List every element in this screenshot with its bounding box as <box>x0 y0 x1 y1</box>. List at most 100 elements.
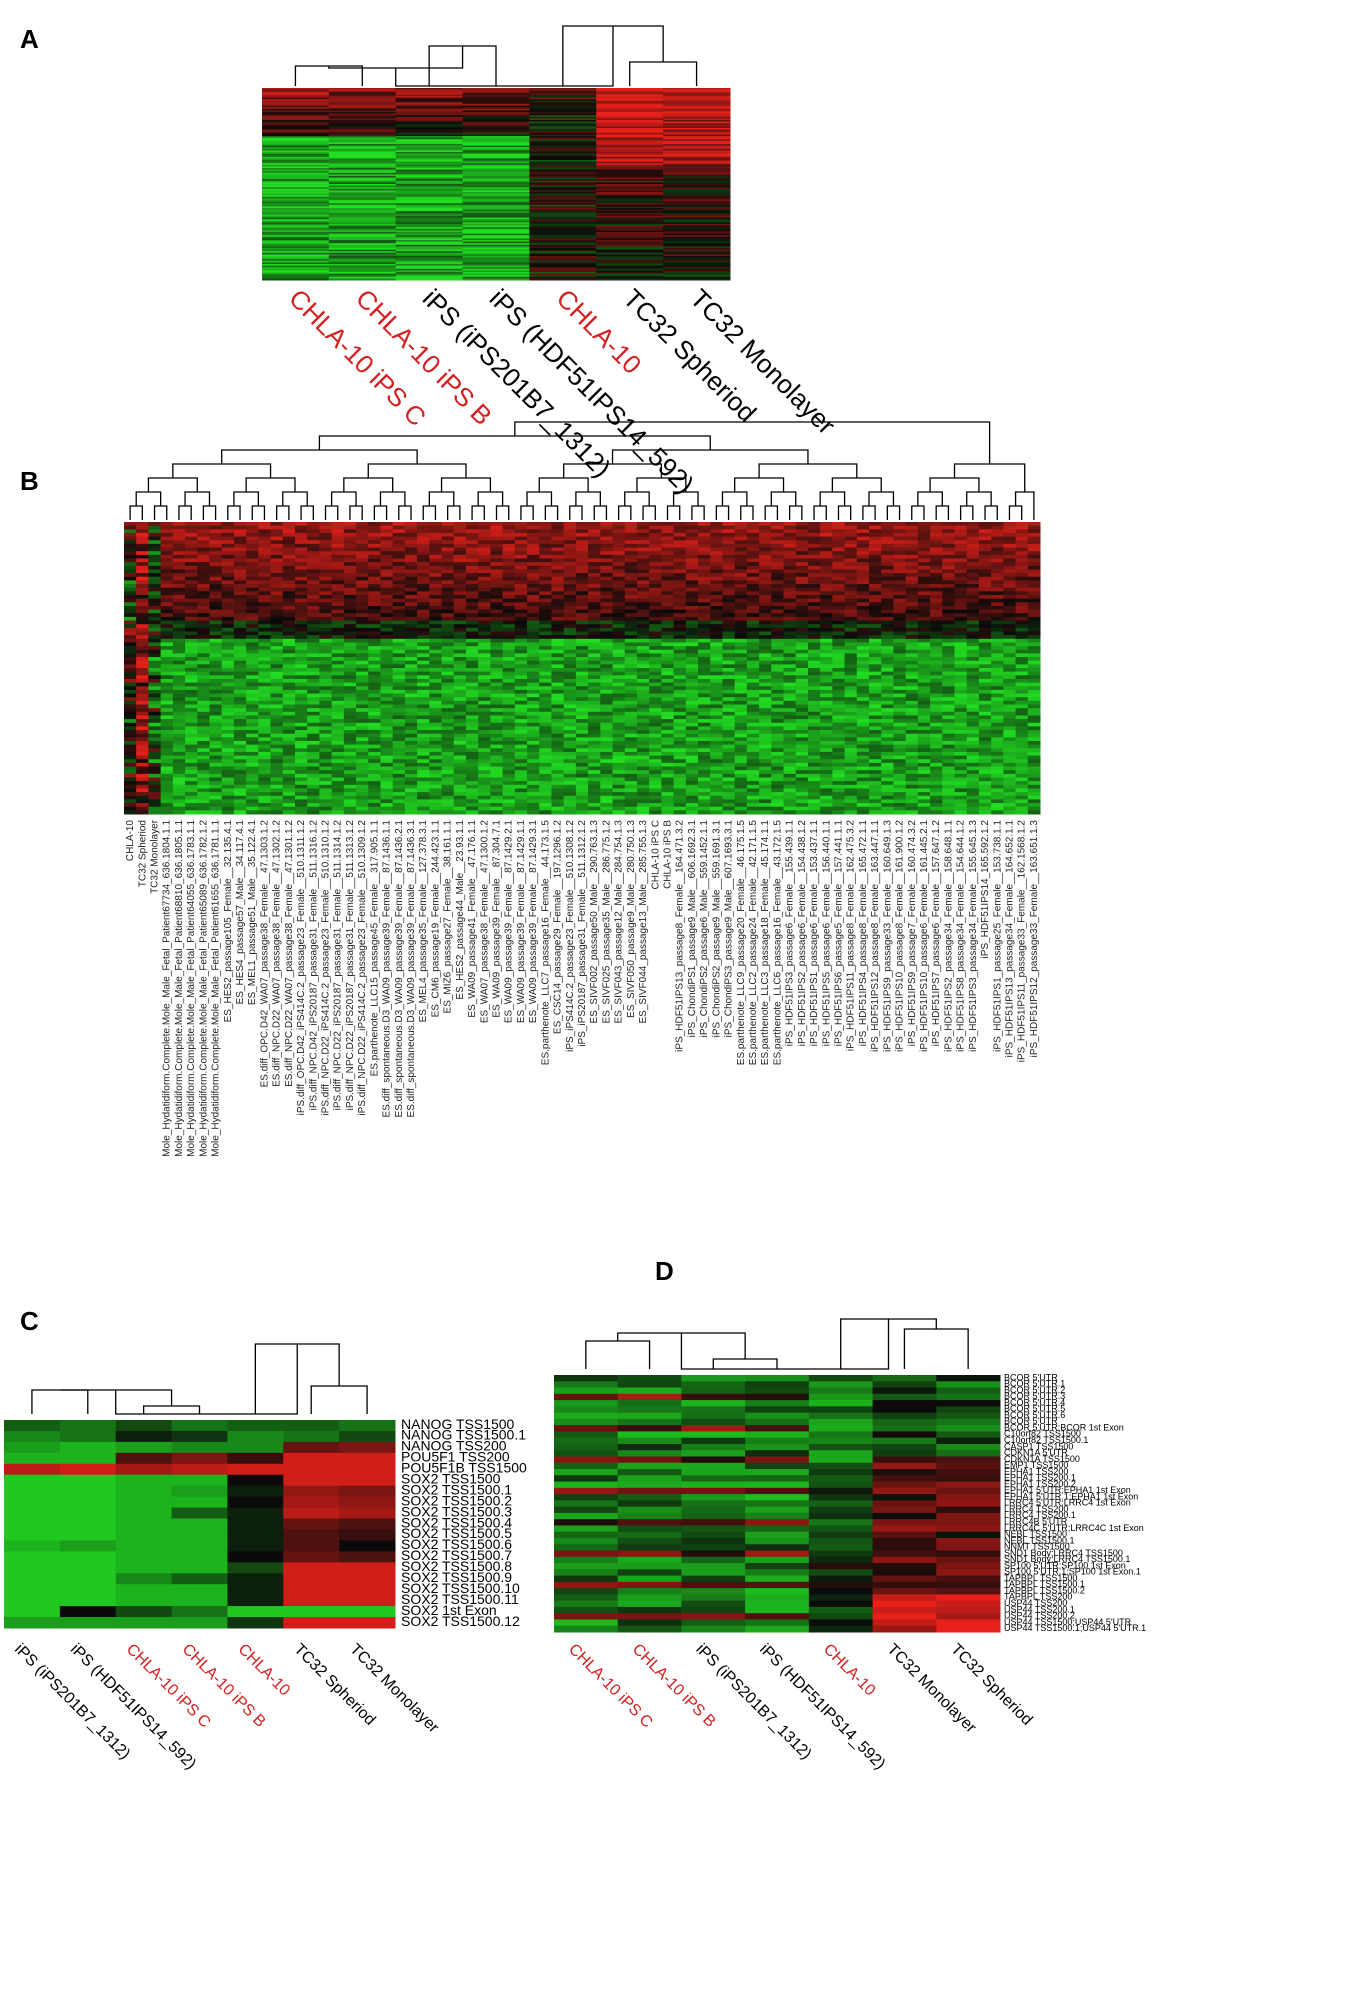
panel-a-cell <box>262 164 330 167</box>
panel-b-cell <box>319 671 333 676</box>
panel-b-cell <box>209 642 223 647</box>
panel-b-cell <box>404 635 418 640</box>
panel-b-cell <box>294 719 308 724</box>
panel-b-cell <box>185 810 198 815</box>
panel-a-cell <box>596 176 664 179</box>
panel-b-cell <box>722 726 736 731</box>
panel-b-cell <box>368 737 381 742</box>
panel-b-cell <box>368 806 381 811</box>
panel-a-cell <box>462 216 530 219</box>
panel-a-cell <box>596 132 664 135</box>
panel-b-cell <box>514 730 528 735</box>
panel-a-cell <box>663 142 731 145</box>
panel-b-cell <box>722 730 736 735</box>
panel-b-cell <box>746 598 760 603</box>
panel-b-cell <box>160 781 174 786</box>
panel-b-cell <box>746 671 760 676</box>
panel-b-cell <box>722 792 736 797</box>
panel-b-cell <box>136 777 149 782</box>
panel-b-cell <box>441 810 455 815</box>
panel-b-cell <box>575 532 589 538</box>
panel-b-cell <box>685 573 699 578</box>
panel-a-cell <box>395 222 464 225</box>
panel-b-cell <box>331 649 345 654</box>
panel-b-cell <box>685 795 699 800</box>
panel-a-cell <box>462 155 530 158</box>
panel-b-cell <box>282 784 296 789</box>
panel-b-cell <box>563 682 577 687</box>
panel-b-cell <box>563 781 577 786</box>
panel-b-cell <box>698 697 711 702</box>
panel-b-cell <box>612 602 626 607</box>
panel-b-cell <box>282 646 296 651</box>
panel-b-cell <box>380 792 394 797</box>
panel-a-cell <box>262 273 330 276</box>
panel-b-cell <box>429 784 443 789</box>
panel-a-cell <box>262 232 330 235</box>
panel-b-cell <box>612 711 626 716</box>
panel-b-cell <box>404 741 418 746</box>
panel-b-cell <box>197 693 210 698</box>
panel-b-cell <box>209 525 223 530</box>
panel-b-cell <box>649 576 662 581</box>
panel-b-cell <box>673 558 687 563</box>
panel-b-cell <box>673 616 687 622</box>
panel-b-cell <box>380 682 394 687</box>
panel-a-cell <box>328 216 397 219</box>
panel-a-cell <box>529 185 597 188</box>
panel-b-cell <box>185 562 198 567</box>
panel-b-cell <box>233 806 247 811</box>
panel-b-cell <box>160 711 174 716</box>
panel-b-cell <box>600 686 614 691</box>
panel-b-cell <box>600 726 614 731</box>
panel-b-cell <box>429 810 443 815</box>
panel-b-cell <box>698 631 711 636</box>
panel-b-cell <box>490 638 504 643</box>
panel-b-cell <box>746 689 760 695</box>
panel-a-cell <box>395 147 464 150</box>
panel-b-cell <box>368 700 381 705</box>
panel-b-cell <box>453 529 467 534</box>
panel-b-cell <box>246 730 259 735</box>
panel-b-cell <box>404 536 418 541</box>
panel-b-cell <box>282 605 296 611</box>
panel-b-cell <box>490 762 504 768</box>
panel-b-cell <box>575 573 589 578</box>
panel-b-cell <box>258 532 272 538</box>
panel-b-cell <box>319 664 333 669</box>
panel-b-cell <box>380 649 394 654</box>
panel-b-cell <box>441 565 455 570</box>
panel-b-cell <box>514 726 528 731</box>
panel-b-cell <box>612 613 626 618</box>
panel-b-cell <box>282 616 296 622</box>
panel-b-cell <box>368 580 381 585</box>
panel-b-cell <box>527 719 540 724</box>
panel-a-cell <box>529 108 597 111</box>
panel-a-cell <box>529 214 597 217</box>
panel-b-cell <box>209 806 223 811</box>
panel-b-cell <box>270 693 284 698</box>
panel-b-cell <box>551 562 565 567</box>
panel-a-cell <box>462 180 530 183</box>
panel-b-cell <box>490 744 504 749</box>
panel-a-cell <box>262 155 330 158</box>
panel-b-cell <box>673 733 687 738</box>
panel-b-cell <box>624 653 638 658</box>
panel-b-cell <box>160 741 174 746</box>
panel-b-cell <box>527 613 540 618</box>
panel-b-cell <box>490 755 504 760</box>
panel-b-cell <box>685 693 699 698</box>
panel-b-cell <box>392 627 406 632</box>
panel-a-cell <box>395 264 464 267</box>
panel-b-cell <box>331 529 345 534</box>
panel-b-cell <box>404 711 418 716</box>
panel-b-cell <box>612 642 626 647</box>
panel-b-cell <box>575 733 589 738</box>
panel-b-cell <box>661 792 675 797</box>
panel-b-cell <box>441 522 455 527</box>
panel-b-cell <box>343 726 357 731</box>
panel-b-cell <box>551 803 565 808</box>
panel-b-cell <box>124 616 137 622</box>
panel-a-cell <box>262 257 330 260</box>
panel-b-cell <box>661 751 675 757</box>
